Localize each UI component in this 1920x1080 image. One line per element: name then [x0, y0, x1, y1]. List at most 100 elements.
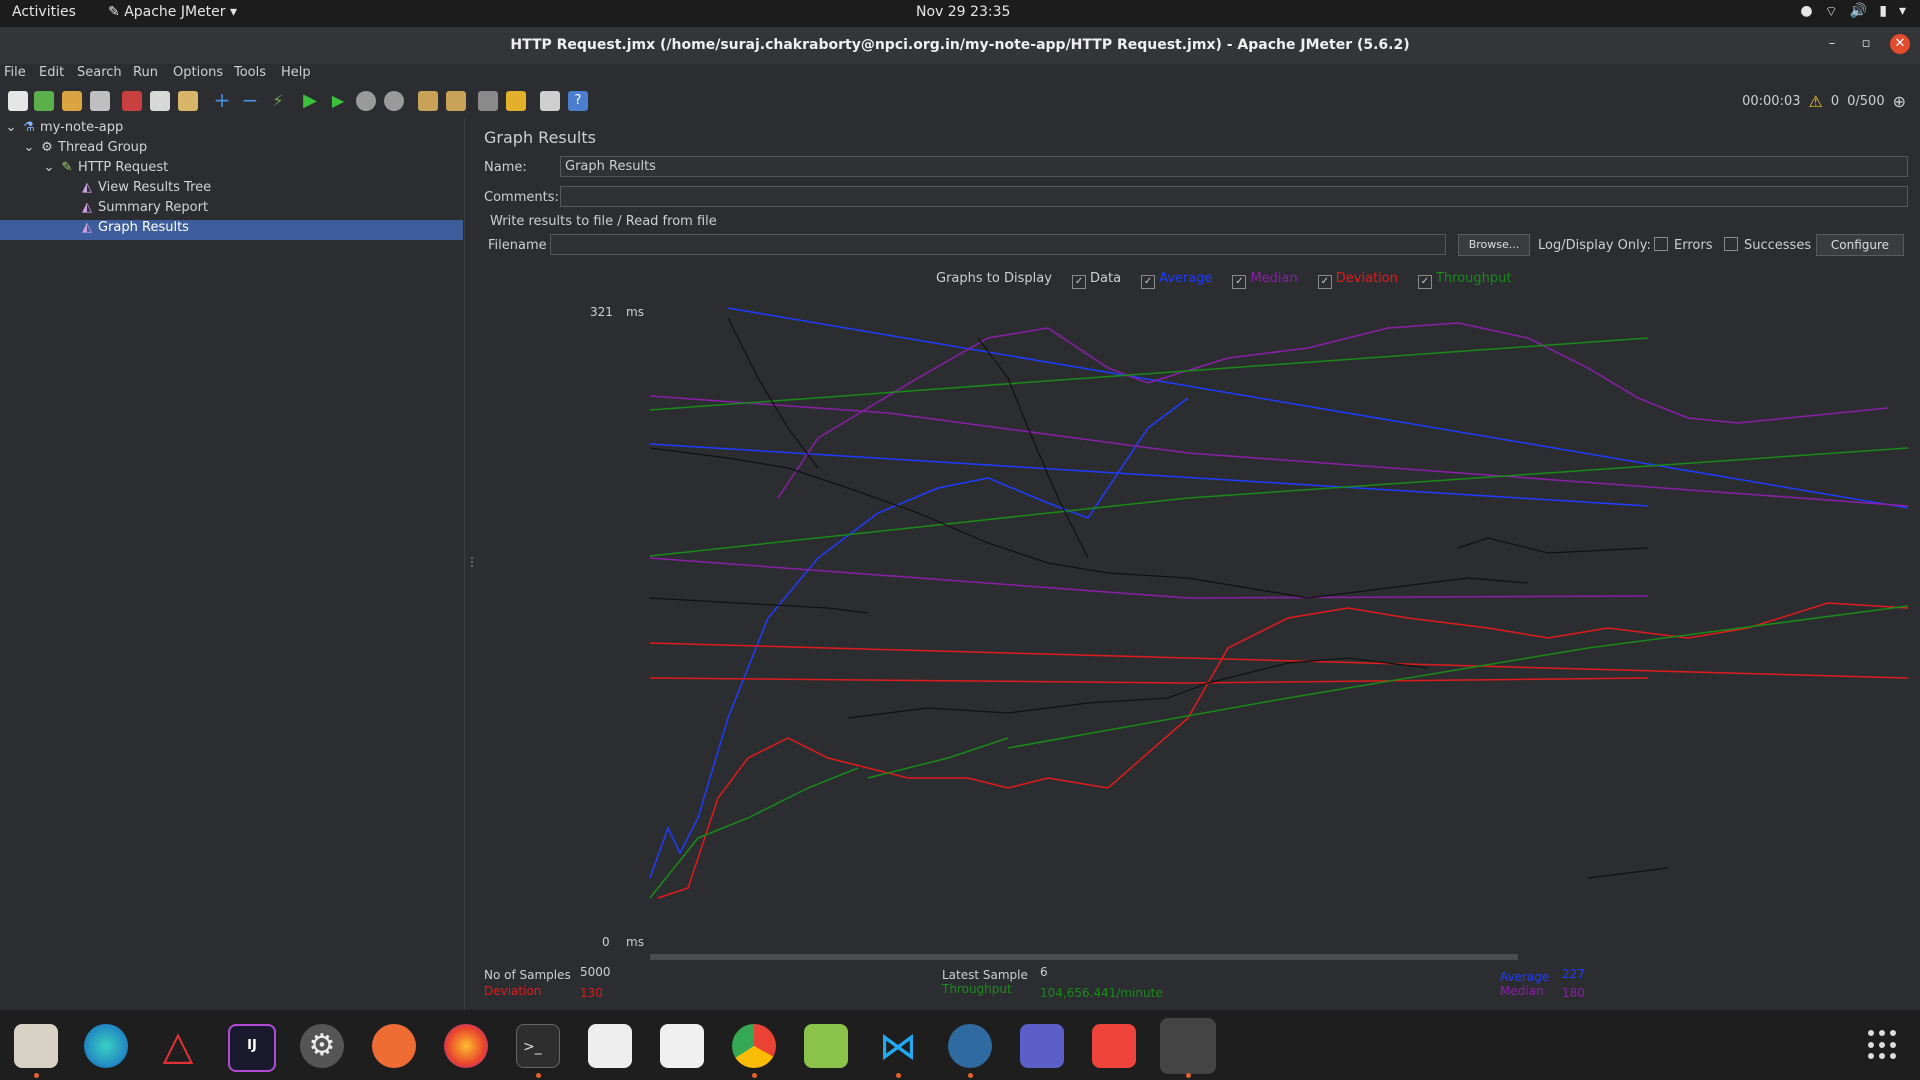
function-helper-icon[interactable] — [540, 91, 560, 111]
checkbox-box[interactable]: ✓ — [1141, 275, 1156, 289]
maximize-button[interactable]: ▫ — [1861, 36, 1871, 51]
graph-results-panel: Graph Results Name: Graph Results Commen… — [470, 118, 1920, 1010]
templates-icon[interactable] — [34, 91, 54, 111]
battery-icon[interactable]: ▮ — [1879, 3, 1887, 19]
postman-icon[interactable] — [372, 1024, 416, 1068]
terminal-icon[interactable]: >_ — [516, 1024, 560, 1068]
throughput-label: Throughput — [942, 982, 1012, 996]
notification-icon[interactable]: ● — [1800, 3, 1813, 19]
comments-field[interactable] — [560, 186, 1908, 207]
graph-toggle-label: Deviation — [1335, 271, 1398, 286]
errors-checkbox[interactable]: Errors — [1654, 237, 1712, 253]
tree-node-summary-report[interactable]: ◭ Summary Report — [80, 198, 208, 218]
menu-options[interactable]: Options — [173, 65, 224, 80]
system-tray[interactable]: ● ⌔ 🔊 ▮ ▾ — [1800, 3, 1906, 21]
document-viewer-icon[interactable] — [588, 1024, 632, 1068]
shutdown-icon[interactable] — [384, 91, 404, 111]
menu-run[interactable]: Run — [133, 65, 158, 80]
running-indicator — [968, 1073, 973, 1078]
jmeter-icon[interactable] — [1160, 1018, 1216, 1074]
gedit-icon[interactable] — [804, 1024, 848, 1068]
configure-button[interactable]: Configure — [1816, 234, 1904, 256]
checkbox-box[interactable]: ✓ — [1232, 275, 1247, 289]
chevron-down-icon[interactable]: ⌄ — [23, 140, 35, 155]
wifi-icon[interactable]: ⌔ — [1824, 4, 1838, 20]
median-label: Median — [1500, 984, 1544, 998]
series-median — [649, 557, 1649, 599]
stop-icon[interactable] — [356, 91, 376, 111]
new-icon[interactable] — [8, 91, 28, 111]
clear-all-icon[interactable] — [446, 91, 466, 111]
graph-toggle-average[interactable]: ✓ Average — [1141, 271, 1216, 289]
help-icon[interactable]: ? — [568, 91, 588, 111]
tree-node-view-results-tree[interactable]: ◭ View Results Tree — [80, 178, 211, 198]
edge-beta-icon[interactable] — [84, 1024, 128, 1068]
graph-toggle-data[interactable]: ✓ Data — [1072, 271, 1125, 289]
tree-node-test-plan[interactable]: ⌄ ⚗ my-note-app — [4, 118, 124, 138]
filename-field[interactable] — [550, 234, 1446, 255]
menu-edit[interactable]: Edit — [39, 65, 65, 80]
checkbox-box[interactable]: ✓ — [1417, 275, 1432, 289]
start-icon[interactable]: ▶ — [303, 90, 317, 111]
chevron-down-icon[interactable]: ⌄ — [43, 160, 55, 175]
reset-search-icon[interactable] — [506, 91, 526, 111]
app-menu[interactable]: ✎ Apache JMeter ▾ — [108, 4, 238, 20]
volume-icon[interactable]: 🔊 — [1849, 3, 1868, 19]
angular-icon[interactable]: △ — [162, 1023, 194, 1069]
text-editor-icon[interactable] — [660, 1024, 704, 1068]
settings-icon[interactable]: ⚙ — [300, 1024, 344, 1068]
successes-checkbox[interactable]: Successes — [1724, 237, 1811, 253]
app-grid-icon[interactable] — [1868, 1030, 1898, 1060]
menu-file[interactable]: File — [4, 65, 26, 80]
collapse-all-icon[interactable]: − — [241, 88, 259, 112]
name-field[interactable]: Graph Results — [560, 156, 1908, 177]
firefox-icon[interactable] — [444, 1024, 488, 1068]
clock[interactable]: Nov 29 23:35 — [916, 4, 1011, 20]
checkbox-box[interactable] — [1654, 237, 1668, 251]
checkbox-box[interactable]: ✓ — [1317, 275, 1332, 289]
minimize-button[interactable]: – — [1828, 36, 1836, 51]
open-icon[interactable] — [62, 91, 82, 111]
search-icon[interactable] — [478, 91, 498, 111]
close-button[interactable]: ✕ — [1890, 34, 1910, 54]
chrome-icon[interactable] — [732, 1024, 776, 1068]
graph-toggle-deviation[interactable]: ✓ Deviation — [1317, 271, 1402, 289]
vscode-icon[interactable]: ⋈ — [879, 1024, 917, 1068]
chevron-down-icon[interactable]: ▾ — [1898, 3, 1906, 19]
checkbox-box[interactable]: ✓ — [1072, 275, 1087, 289]
browse-button[interactable]: Browse... — [1458, 234, 1530, 256]
remote-globe-icon[interactable]: ⊕ — [1892, 92, 1906, 111]
menu-help[interactable]: Help — [281, 65, 311, 80]
log-display-label: Log/Display Only: — [1538, 238, 1651, 253]
tree-node-graph-results[interactable]: ◭ Graph Results — [80, 218, 189, 238]
copy-icon[interactable] — [150, 91, 170, 111]
save-icon[interactable] — [90, 91, 110, 111]
expand-all-icon[interactable]: + — [213, 88, 231, 112]
clear-icon[interactable] — [418, 91, 438, 111]
checkbox-box[interactable] — [1724, 237, 1738, 251]
intellij-icon[interactable]: IJ — [228, 1024, 276, 1072]
vpn-icon[interactable] — [948, 1024, 992, 1068]
tree-node-http-request[interactable]: ⌄ ✎ HTTP Request — [42, 158, 169, 178]
start-no-pauses-icon[interactable]: ▶ — [331, 91, 345, 110]
graph-toggle-median[interactable]: ✓ Median — [1232, 271, 1301, 289]
chevron-down-icon[interactable]: ⌄ — [5, 120, 17, 135]
cut-icon[interactable] — [122, 91, 142, 111]
toggle-icon[interactable]: ⚡ — [272, 91, 284, 110]
splitter-handle[interactable]: ⋮ — [466, 555, 478, 569]
tree-node-label: Graph Results — [98, 220, 189, 235]
menu-search[interactable]: Search — [77, 65, 122, 80]
paste-icon[interactable] — [178, 91, 198, 111]
files-icon[interactable] — [14, 1024, 58, 1068]
tree-node-thread-group[interactable]: ⌄ ⚙ Thread Group — [22, 138, 148, 158]
graph-toggle-throughput[interactable]: ✓ Throughput — [1417, 271, 1516, 289]
anydesk-icon[interactable] — [1092, 1024, 1136, 1068]
menu-tools[interactable]: Tools — [234, 65, 267, 80]
graph-scrollbar[interactable] — [650, 954, 1518, 960]
warning-icon[interactable]: ⚠ — [1808, 92, 1823, 111]
activities-button[interactable]: Activities — [12, 4, 76, 20]
y-axis-top-label: 321 — [590, 305, 613, 319]
running-indicator — [1186, 1073, 1191, 1078]
series-throughput — [649, 337, 1649, 411]
teams-icon[interactable] — [1020, 1024, 1064, 1068]
